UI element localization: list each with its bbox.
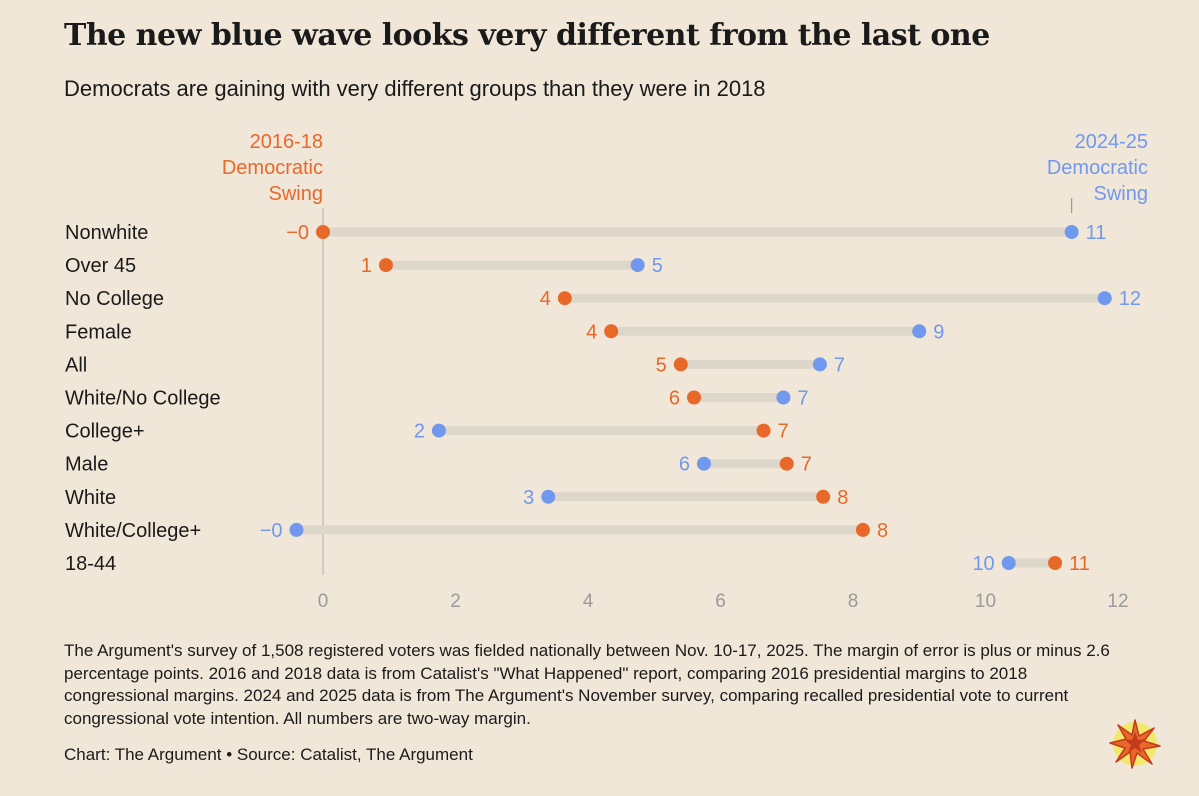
point-2025	[696, 456, 711, 471]
point-2018	[816, 489, 831, 504]
value-label-2025: 7	[834, 354, 845, 376]
series-label-2018: Democratic	[222, 157, 323, 179]
value-label-2018: 8	[877, 520, 888, 542]
value-label-2025: 9	[933, 321, 944, 343]
point-2018	[378, 258, 393, 273]
x-tick-label: 10	[975, 591, 996, 612]
point-2018	[604, 324, 619, 339]
point-2018	[673, 357, 688, 372]
value-label-2025: 11	[1086, 222, 1107, 244]
point-2025	[431, 423, 446, 438]
chart-subtitle: Democrats are gaining with very differen…	[64, 76, 766, 101]
row-label: No College	[65, 288, 164, 310]
row-label: Over 45	[65, 255, 136, 277]
point-2025	[541, 489, 556, 504]
value-label-2018: 4	[586, 321, 597, 343]
value-label-2025: 12	[1119, 288, 1141, 310]
value-label-2018: 1	[361, 255, 372, 277]
brand-logo-icon	[1109, 719, 1161, 769]
series-label-2018: Swing	[269, 183, 323, 205]
row-label: College+	[65, 421, 145, 443]
row-label: Nonwhite	[65, 222, 148, 244]
value-label-2025: 7	[797, 388, 808, 410]
point-2018	[1048, 556, 1063, 570]
row-label: Female	[65, 321, 132, 343]
point-2018	[779, 456, 794, 471]
row-label: Male	[65, 454, 108, 476]
x-tick-label: 4	[583, 591, 594, 612]
value-label-2018: −0	[286, 222, 309, 244]
point-2018	[557, 291, 572, 306]
value-label-2025: 3	[523, 487, 534, 509]
x-tick-label: 8	[848, 591, 859, 612]
value-label-2025: 2	[414, 421, 425, 443]
value-label-2018: 7	[801, 454, 812, 476]
point-2025	[289, 522, 304, 537]
row-label: All	[65, 354, 87, 376]
value-label-2018: 5	[656, 354, 667, 376]
row-label: 18-44	[65, 553, 116, 575]
point-2025	[1001, 556, 1016, 570]
point-2025	[912, 324, 927, 339]
point-2018	[756, 423, 771, 438]
value-label-2018: 8	[837, 487, 848, 509]
row-label: White/No College	[65, 388, 221, 410]
x-tick-label: 0	[318, 591, 329, 612]
chart-footnote: The Argument's survey of 1,508 registere…	[64, 641, 1110, 728]
value-label-2025: 6	[679, 454, 690, 476]
row-label: White/College+	[65, 520, 201, 542]
chart-title: The new blue wave looks very different f…	[64, 18, 990, 53]
point-2025	[776, 390, 791, 405]
value-label-2025: 10	[972, 553, 994, 575]
point-2025	[630, 258, 645, 273]
series-label-2025: Democratic	[1047, 157, 1148, 179]
point-2018	[855, 522, 870, 537]
row-label: White	[65, 487, 116, 509]
x-tick-label: 2	[450, 591, 461, 612]
point-2025	[1064, 225, 1079, 239]
value-label-2018: 6	[669, 388, 680, 410]
value-label-2018: 4	[540, 288, 551, 310]
point-2025	[1097, 291, 1112, 306]
point-2018	[687, 390, 701, 405]
chart-credit: Chart: The Argument • Source: Catalist, …	[64, 745, 473, 764]
value-label-2025: 5	[652, 255, 663, 277]
series-label-2018: 2016-18	[250, 131, 323, 153]
value-label-2025: −0	[260, 520, 283, 542]
value-label-2018: 11	[1069, 553, 1090, 575]
point-2025	[812, 357, 827, 372]
series-label-2025: Swing	[1094, 183, 1148, 205]
x-tick-label: 12	[1107, 591, 1128, 612]
dumbbell-chart: 2016-18 Democratic Swing 2024-25 Democratic S…	[65, 131, 1148, 612]
series-label-2025: 2024-25	[1075, 131, 1148, 153]
value-label-2018: 7	[778, 421, 789, 443]
point-2018	[316, 225, 330, 239]
x-tick-label: 6	[715, 591, 726, 612]
